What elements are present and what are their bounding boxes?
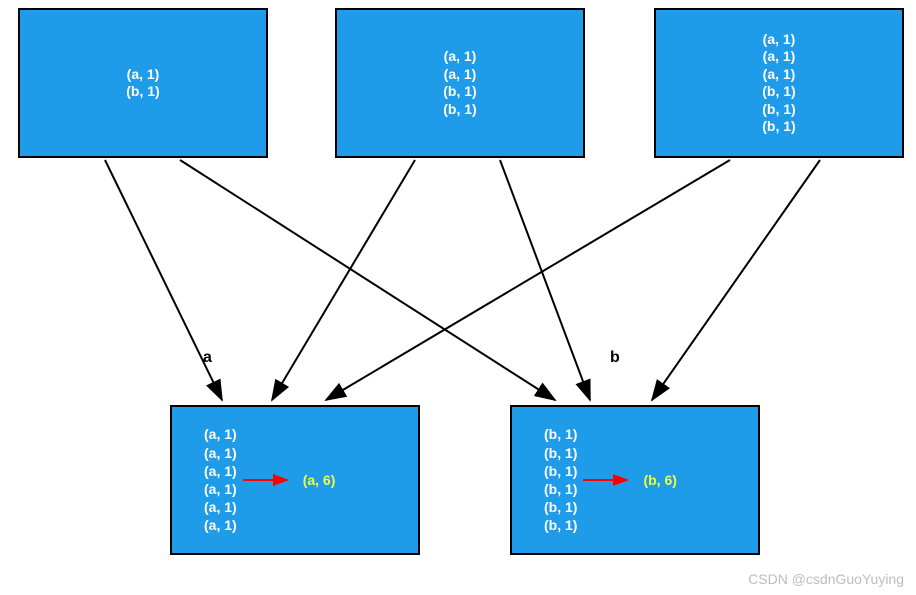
kv-pair: (b, 1) — [762, 118, 795, 136]
kv-pair: (b, 1) — [126, 83, 159, 101]
kv-pair: (a, 1) — [204, 480, 237, 498]
kv-pair: (a, 1) — [763, 66, 796, 84]
kv-pair: (a, 1) — [763, 48, 796, 66]
kv-pair: (b, 1) — [544, 425, 577, 443]
kv-pair: (b, 1) — [544, 444, 577, 462]
kv-pair: (a, 1) — [763, 31, 796, 49]
kv-pair: (b, 1) — [762, 101, 795, 119]
kv-pair: (a, 1) — [444, 48, 477, 66]
kv-pair: (b, 1) — [544, 498, 577, 516]
shuffle-arrow — [500, 160, 590, 400]
kv-pair: (a, 1) — [204, 462, 237, 480]
kv-pair: (b, 1) — [762, 83, 795, 101]
kv-pair: (b, 1) — [443, 83, 476, 101]
kv-pair: (b, 1) — [544, 480, 577, 498]
kv-pair: (b, 1) — [544, 462, 577, 480]
kv-pair: (a, 1) — [444, 66, 477, 84]
shuffle-arrow — [652, 160, 820, 400]
reducer-box-a: (a, 1)(a, 1)(a, 1)(a, 1)(a, 1)(a, 1) (a,… — [170, 405, 420, 555]
kv-pair: (b, 1) — [443, 101, 476, 119]
label-b: b — [610, 349, 620, 367]
reducer-box-b: (b, 1)(b, 1)(b, 1)(b, 1)(b, 1)(b, 1) (b,… — [510, 405, 760, 555]
shuffle-arrow — [326, 160, 730, 400]
mapper-box-0: (a, 1)(b, 1) — [18, 8, 268, 158]
watermark: CSDN @csdnGuoYuying — [748, 571, 904, 587]
mapper-box-1: (a, 1)(a, 1)(b, 1)(b, 1) — [335, 8, 585, 158]
shuffle-arrow — [180, 160, 555, 400]
result-a: (a, 6) — [303, 472, 336, 488]
kv-pair: (a, 1) — [204, 444, 237, 462]
label-a: a — [203, 349, 212, 367]
kv-pair: (a, 1) — [127, 66, 160, 84]
mapper-box-2: (a, 1)(a, 1)(a, 1)(b, 1)(b, 1)(b, 1) — [654, 8, 904, 158]
shuffle-arrow — [272, 160, 415, 400]
result-b: (b, 6) — [643, 472, 676, 488]
kv-pair: (b, 1) — [544, 516, 577, 534]
kv-pair: (a, 1) — [204, 516, 237, 534]
kv-pair: (a, 1) — [204, 425, 237, 443]
kv-pair: (a, 1) — [204, 498, 237, 516]
